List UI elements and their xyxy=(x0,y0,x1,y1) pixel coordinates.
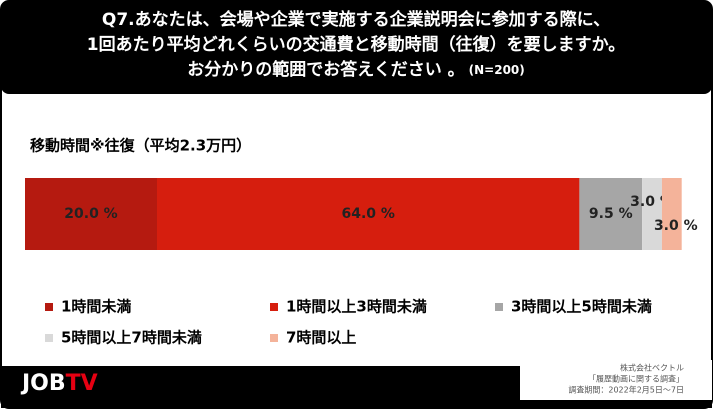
legend-swatch xyxy=(45,334,53,342)
bar-segment xyxy=(661,178,682,250)
legend-label: 1時間未満 xyxy=(61,298,131,316)
bar-segment xyxy=(25,178,157,250)
title-text: お分かりの範囲でお答えください 。 xyxy=(187,59,464,80)
title-line: お分かりの範囲でお答えください 。 (N=200) xyxy=(187,59,525,80)
value-label: 20.0 % xyxy=(64,206,117,222)
legend-swatch xyxy=(270,334,278,342)
title-line: 1回あたり平均どれくらいの交通費と移動時間（往復）を要しますか。 xyxy=(87,34,626,55)
legend-label: 3時間以上5時間未満 xyxy=(511,298,652,316)
category-label: 移動時間※往復（平均2.3万円） xyxy=(30,137,251,155)
legend-swatch xyxy=(495,303,503,311)
logo-part: TV xyxy=(66,371,98,396)
logo: JOBTV xyxy=(20,371,98,396)
footer-note: 株式会社ベクトル xyxy=(620,363,684,373)
header-band xyxy=(1,1,712,94)
footer-note: 調査期間：2022年2月5日～7日 xyxy=(568,385,684,395)
legend-swatch xyxy=(270,303,278,311)
legend-label: 1時間以上3時間未満 xyxy=(286,298,427,316)
logo-part: JOB xyxy=(20,371,66,396)
bar-segment xyxy=(642,178,662,250)
value-label: 9.5 % xyxy=(589,206,633,222)
title-text: 1回あたり平均どれくらいの交通費と移動時間（往復）を要しますか。 xyxy=(87,34,626,55)
legend-label: 7時間以上 xyxy=(286,329,356,347)
legend-label: 5時間以上7時間未満 xyxy=(61,329,202,347)
title-line: Q7.あなたは、会場や企業で実施する企業説明会に参加する際に、 xyxy=(102,9,610,30)
bar-segment xyxy=(157,178,580,250)
legend-swatch xyxy=(45,303,53,311)
value-label: 3.0 % xyxy=(654,218,698,234)
sample-size: (N=200) xyxy=(469,63,525,77)
value-label: 64.0 % xyxy=(341,206,394,222)
footer-note: 「履歴動画に関する調査」 xyxy=(588,374,684,384)
bar-segment xyxy=(579,178,643,250)
footer-note-bg xyxy=(520,360,712,400)
title-text: Q7.あなたは、会場や企業で実施する企業説明会に参加する際に、 xyxy=(102,9,610,30)
